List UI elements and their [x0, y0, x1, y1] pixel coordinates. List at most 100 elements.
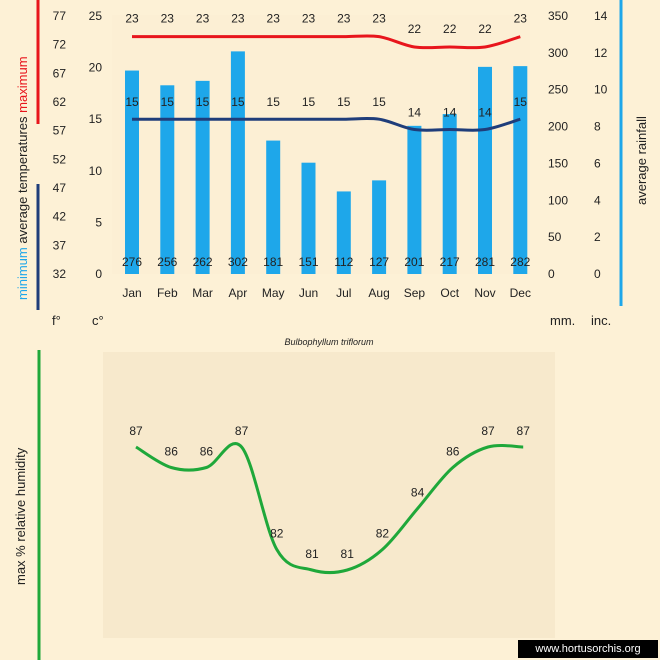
month-label-oct: Oct [440, 286, 459, 300]
rainfall-bar-jul [336, 191, 351, 274]
fahrenheit-unit-label: f° [52, 313, 61, 328]
maximum-value-jun: 23 [302, 12, 316, 26]
maximum-temperature-labels: 23 23 23 23 23 23 23 23 22 22 22 23 [125, 12, 527, 36]
minimum-word: minimum [15, 247, 30, 300]
rainfall-value-may: 181 [263, 255, 283, 269]
minimum-value-jul: 15 [337, 95, 351, 109]
mm-unit-label: mm. [550, 313, 575, 328]
maximum-temperature-line [132, 34, 521, 50]
rainfall-value-feb: 256 [157, 255, 177, 269]
average-word: average [15, 197, 30, 244]
rainfall-bar-labels: 276 256 262 302 181 151 112 127 201 217 281 282 [122, 255, 531, 269]
maximum-value-sep: 22 [408, 22, 422, 36]
mm-tick-100: 100 [548, 193, 568, 207]
fahrenheit-tick-42: 42 [53, 210, 67, 224]
humidity-value-mar: 86 [200, 445, 214, 459]
month-axis-labels: Jan Feb Mar Apr May Jun Jul Aug Sep Oct Nov Dec [122, 286, 531, 300]
humidity-value-nov: 87 [481, 424, 495, 438]
month-label-sep: Sep [404, 286, 426, 300]
month-label-apr: Apr [229, 286, 248, 300]
minimum-value-mar: 15 [196, 95, 210, 109]
celsius-unit-label: c° [92, 313, 104, 328]
rainfall-bar-apr [230, 51, 245, 274]
maximum-word: maximum [15, 56, 30, 112]
rainfall-inch-axis-ticks: 14 12 10 8 6 4 2 0 [594, 9, 608, 281]
minimum-temperature-labels: 15 15 15 15 15 15 15 15 14 14 14 15 [125, 95, 527, 119]
rainfall-value-jun: 151 [298, 255, 318, 269]
fahrenheit-tick-57: 57 [53, 124, 67, 138]
rainfall-value-apr: 302 [228, 255, 248, 269]
rainfall-value-dec: 282 [510, 255, 530, 269]
month-label-mar: Mar [192, 286, 213, 300]
temperature-axis-title: minimum average temperatures maximum [15, 56, 30, 300]
rainfall-value-sep: 201 [404, 255, 424, 269]
humidity-value-jul: 81 [341, 547, 355, 561]
rainfall-value-jan: 276 [122, 255, 142, 269]
month-label-jun: Jun [299, 286, 318, 300]
inch-tick-12: 12 [594, 46, 608, 60]
maximum-value-nov: 22 [478, 22, 492, 36]
maximum-value-dec: 23 [514, 12, 528, 26]
rainfall-bar-may [266, 140, 281, 274]
temperature-rainfall-plot-area [112, 15, 530, 274]
maximum-value-mar: 23 [196, 12, 210, 26]
minimum-value-jun: 15 [302, 95, 316, 109]
rainfall-bar-oct [442, 114, 457, 274]
celsius-axis-ticks: 25 20 15 10 5 0 [89, 9, 103, 281]
rainfall-bar-feb [160, 85, 175, 274]
month-label-may: May [262, 286, 285, 300]
celsius-tick-5: 5 [95, 215, 102, 229]
maximum-value-jan: 23 [125, 12, 139, 26]
humidity-value-aug: 82 [376, 527, 390, 541]
species-caption: Bulbophyllum triflorum [284, 337, 374, 347]
month-label-jan: Jan [122, 286, 141, 300]
rainfall-bars [125, 51, 528, 275]
site-watermark: www.hortusorchis.org [518, 640, 658, 658]
rainfall-value-jul: 112 [334, 255, 353, 269]
maximum-value-jul: 23 [337, 12, 351, 26]
celsius-tick-20: 20 [89, 61, 103, 75]
rainfall-bar-mar [195, 80, 210, 275]
minimum-value-feb: 15 [161, 95, 175, 109]
mm-tick-200: 200 [548, 120, 568, 134]
month-label-feb: Feb [157, 286, 178, 300]
minimum-value-apr: 15 [231, 95, 245, 109]
mm-tick-350: 350 [548, 9, 568, 23]
fahrenheit-tick-77: 77 [53, 9, 67, 23]
inch-tick-2: 2 [594, 230, 601, 244]
rainfall-mm-axis-ticks: 350 300 250 200 150 100 50 0 [548, 9, 568, 281]
inch-tick-0: 0 [594, 267, 601, 281]
humidity-axis-title: max % relative humidity [13, 447, 28, 585]
humidity-value-apr: 87 [235, 424, 249, 438]
fahrenheit-tick-32: 32 [53, 267, 67, 281]
minimum-value-nov: 14 [478, 106, 492, 120]
maximum-value-feb: 23 [161, 12, 175, 26]
humidity-value-dec: 87 [517, 424, 531, 438]
minimum-value-jan: 15 [125, 95, 139, 109]
humidity-value-feb: 86 [165, 445, 179, 459]
inch-tick-4: 4 [594, 193, 601, 207]
humidity-value-may: 82 [270, 527, 284, 541]
rainfall-bar-jun [301, 162, 316, 274]
rainfall-bar-aug [372, 180, 387, 274]
minimum-value-oct: 14 [443, 106, 457, 120]
fahrenheit-tick-37: 37 [53, 238, 67, 252]
temperatures-word: temperatures [15, 116, 30, 193]
humidity-labels: 87 86 86 87 82 81 81 82 84 86 87 87 [129, 424, 530, 561]
minimum-value-may: 15 [267, 95, 281, 109]
mm-tick-250: 250 [548, 83, 568, 97]
fahrenheit-tick-52: 52 [53, 152, 67, 166]
celsius-tick-15: 15 [89, 112, 103, 126]
minimum-value-aug: 15 [372, 95, 386, 109]
month-label-jul: Jul [336, 286, 351, 300]
rainfall-bar-jan [125, 70, 139, 274]
maximum-value-oct: 22 [443, 22, 457, 36]
humidity-plot-area [103, 352, 555, 638]
fahrenheit-tick-62: 62 [53, 95, 67, 109]
celsius-tick-25: 25 [89, 9, 103, 23]
rainfall-value-aug: 127 [369, 255, 389, 269]
rainfall-value-mar: 262 [193, 255, 213, 269]
rainfall-bar-sep [407, 125, 422, 274]
inch-tick-8: 8 [594, 120, 601, 134]
